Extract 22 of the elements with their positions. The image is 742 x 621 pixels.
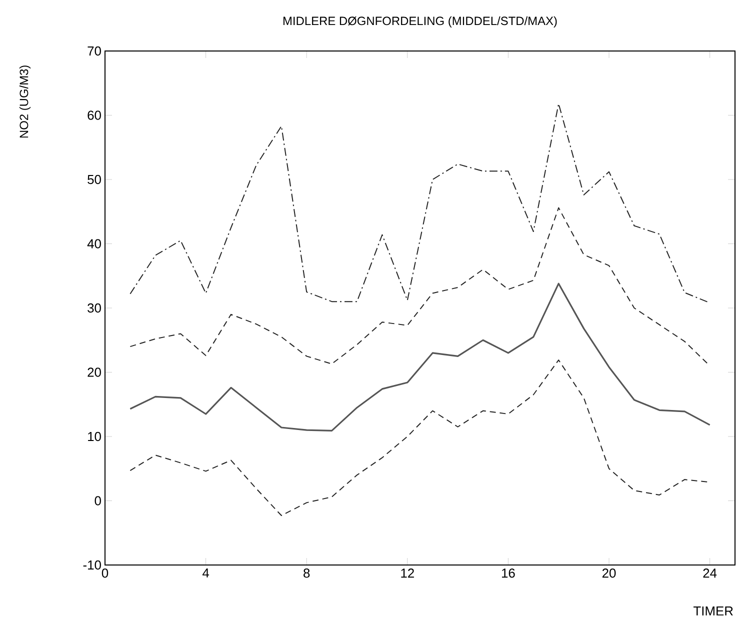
y-tick-label: 0 bbox=[94, 496, 101, 506]
x-tick-label: 24 bbox=[703, 568, 717, 578]
y-tick-label: 30 bbox=[88, 303, 101, 313]
x-tick-label: 16 bbox=[502, 568, 515, 578]
line-series bbox=[130, 207, 710, 366]
y-tick-label: 40 bbox=[87, 239, 101, 248]
y-tick-label: -10 bbox=[83, 560, 101, 570]
x-tick-label: 4 bbox=[202, 568, 210, 578]
y-axis-title: NO2 (UG/M3) bbox=[19, 66, 31, 138]
y-tick-label: 60 bbox=[88, 110, 101, 120]
line-series bbox=[130, 103, 710, 304]
y-tick-label: 10 bbox=[88, 432, 101, 442]
line-series bbox=[129, 282, 711, 432]
x-tick-label: 12 bbox=[401, 568, 414, 578]
x-axis-title: TIMER bbox=[693, 606, 733, 616]
x-tick-label: 20 bbox=[602, 568, 616, 578]
chart-title: MIDLERE DØGNFORDELING (MIDDEL/STD/MAX) bbox=[283, 16, 557, 28]
y-tick-label: 50 bbox=[88, 174, 101, 184]
y-tick-label: 20 bbox=[88, 368, 101, 377]
y-tick-label: 70 bbox=[88, 46, 101, 56]
x-tick-label: 0 bbox=[102, 568, 108, 578]
x-tick-label: 8 bbox=[304, 568, 310, 578]
